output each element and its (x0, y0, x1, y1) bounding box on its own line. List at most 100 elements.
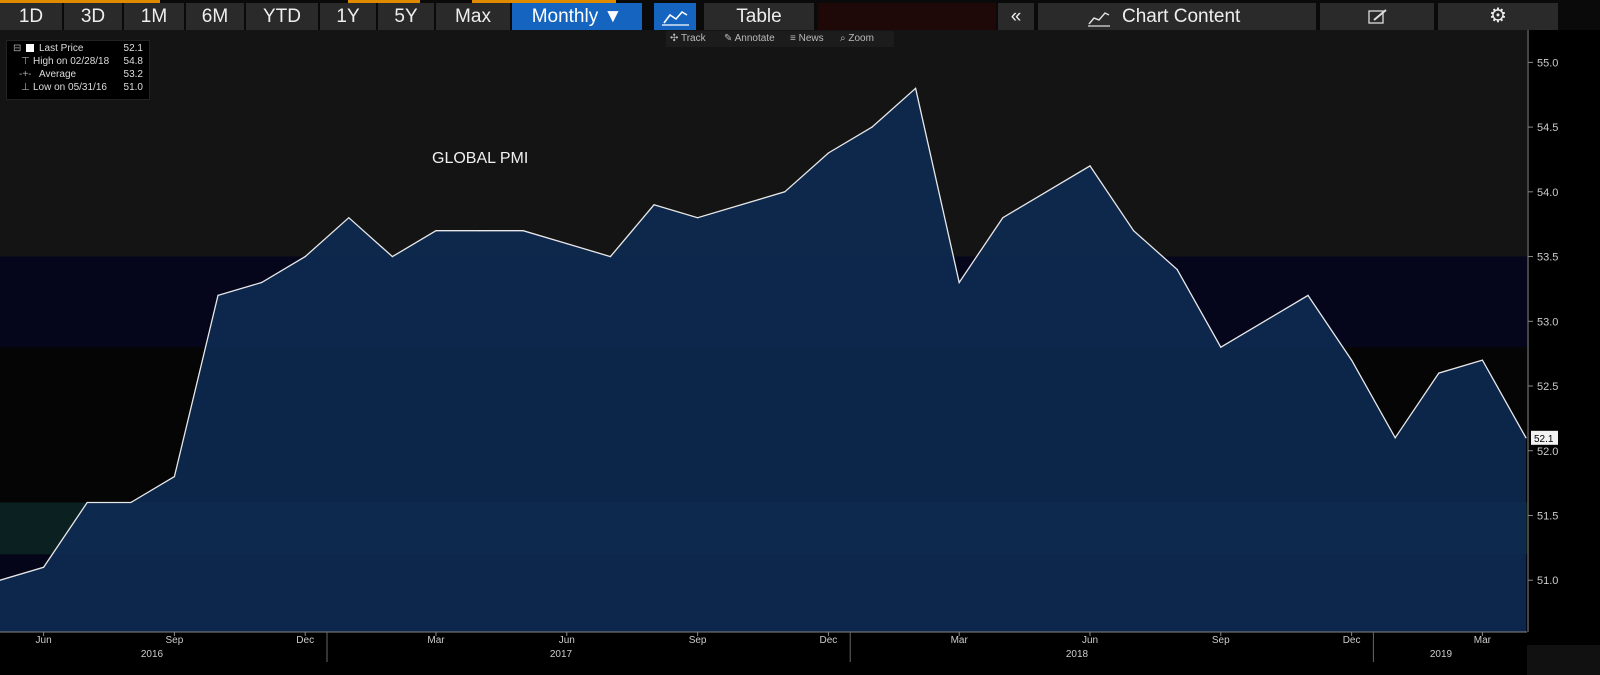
data-point (1481, 359, 1483, 361)
legend-low-label: Low on 05/31/16 (33, 82, 107, 93)
track-button[interactable]: ✣ Track (666, 31, 726, 47)
data-point (1351, 359, 1353, 361)
y-tick-label: 55.0 (1537, 57, 1558, 69)
orange-strip (0, 0, 160, 3)
data-point (1438, 372, 1440, 374)
data-point (130, 501, 132, 504)
news-label: News (798, 33, 824, 44)
data-point (479, 230, 481, 232)
data-point (261, 281, 263, 284)
data-point (43, 566, 45, 568)
data-point (1089, 165, 1091, 167)
chart-content-label: Chart Content (1122, 6, 1241, 27)
settings-button[interactable]: ⚙ (1438, 3, 1558, 30)
year-label: 2017 (550, 649, 573, 660)
x-tick-label: Dec (820, 635, 838, 646)
orange-strip (472, 0, 616, 3)
data-point (348, 217, 350, 219)
annotate-label: Annotate (734, 33, 775, 44)
period-1d-button[interactable]: 1D (0, 3, 62, 30)
chart-title: GLOBAL PMI (432, 150, 528, 167)
x-tick-label: Jun (1082, 635, 1098, 646)
period-ytd-button[interactable]: YTD (246, 3, 318, 30)
last-value-label: 52.1 (1534, 434, 1554, 445)
chart-content-button[interactable]: Chart Content (1038, 3, 1316, 30)
low-marker-icon: ⊥ (21, 82, 30, 93)
data-point (958, 281, 960, 284)
period-6m-button[interactable]: 6M (186, 3, 244, 30)
data-point (391, 256, 393, 258)
data-point (0, 579, 1, 581)
x-axis-panel (0, 632, 1527, 675)
year-label: 2016 (141, 649, 164, 660)
track-label: Track (680, 33, 706, 44)
x-tick-label: Sep (1212, 635, 1230, 646)
data-point (1307, 294, 1309, 296)
empty-field (818, 3, 996, 30)
data-point (435, 230, 437, 232)
x-tick-label: Jun (36, 635, 52, 646)
average-marker-icon: -+- (19, 69, 32, 80)
toolbar: 1D 3D 1M 6M YTD 1Y 5Y Max Monthly ▼ Tabl… (0, 0, 1600, 30)
period-1y-button[interactable]: 1Y (320, 3, 376, 30)
y-tick-label: 51.5 (1537, 510, 1558, 522)
year-label: 2018 (1066, 649, 1089, 660)
frequency-dropdown[interactable]: Monthly ▼ (512, 3, 642, 30)
data-point (1525, 437, 1527, 439)
legend-last-label: Last Price (39, 43, 84, 54)
legend-high: ⊤ High on 02/28/18 54.8 (7, 55, 149, 68)
last-value-box (1531, 430, 1558, 445)
legend-high-label: High on 02/28/18 (33, 56, 110, 67)
y-tick-label: 51.0 (1537, 575, 1558, 587)
data-point (1394, 437, 1396, 439)
y-tick-label: 53.0 (1537, 316, 1558, 328)
y-tick-label: 52.5 (1537, 381, 1558, 393)
data-point (1045, 191, 1047, 193)
data-point (173, 476, 175, 478)
year-label: 2019 (1430, 649, 1453, 660)
data-point (86, 501, 88, 504)
legend: ⊟ Last Price 52.1 ⊤ High on 02/28/18 54.… (6, 40, 150, 100)
news-button[interactable]: ≡ News (786, 31, 842, 47)
legend-average-value: 53.2 (123, 69, 143, 80)
x-tick-label: Jun (559, 635, 575, 646)
data-point (871, 126, 873, 128)
period-3d-button[interactable]: 3D (64, 3, 122, 30)
period-max-button[interactable]: Max (436, 3, 510, 30)
x-tick-label: Sep (166, 635, 184, 646)
data-point (566, 243, 568, 245)
collapse-button[interactable]: « (998, 3, 1034, 30)
series-swatch (26, 44, 34, 52)
high-marker-icon: ⊤ (21, 56, 30, 67)
pmi-area (0, 88, 1526, 633)
legend-last-price: ⊟ Last Price 52.1 (7, 42, 149, 55)
annotate-button[interactable]: ✎ Annotate (720, 31, 792, 47)
x-tick-label: Mar (427, 635, 445, 646)
data-point (1263, 320, 1265, 322)
legend-low: ⊥ Low on 05/31/16 51.0 (7, 81, 149, 94)
legend-low-value: 51.0 (123, 82, 143, 93)
x-tick-label: Dec (296, 635, 314, 646)
pmi-line (0, 87, 1527, 581)
x-tick-label: Dec (1343, 635, 1361, 646)
y-axis-panel (1527, 30, 1600, 645)
x-tick-label: Mar (951, 635, 969, 646)
period-1m-button[interactable]: 1M (124, 3, 184, 30)
edit-button[interactable] (1320, 3, 1434, 30)
chart-type-button[interactable] (654, 3, 696, 30)
legend-average: -+- Average 53.2 (7, 68, 149, 81)
period-5y-button[interactable]: 5Y (378, 3, 434, 30)
y-tick-label: 54.5 (1537, 122, 1558, 134)
collapse-icon[interactable]: ⊟ (13, 43, 22, 54)
zoom-button[interactable]: ⌕ Zoom (836, 31, 894, 47)
table-button[interactable]: Table (704, 3, 814, 30)
data-point (217, 294, 219, 296)
orange-strip (348, 0, 420, 3)
line-chart-icon (662, 10, 689, 26)
edit-icon (1368, 9, 1387, 24)
data-point (522, 230, 524, 232)
legend-last-value: 52.1 (123, 43, 143, 54)
y-tick-label: 54.0 (1537, 187, 1558, 199)
chart-content-icon (1088, 12, 1110, 27)
